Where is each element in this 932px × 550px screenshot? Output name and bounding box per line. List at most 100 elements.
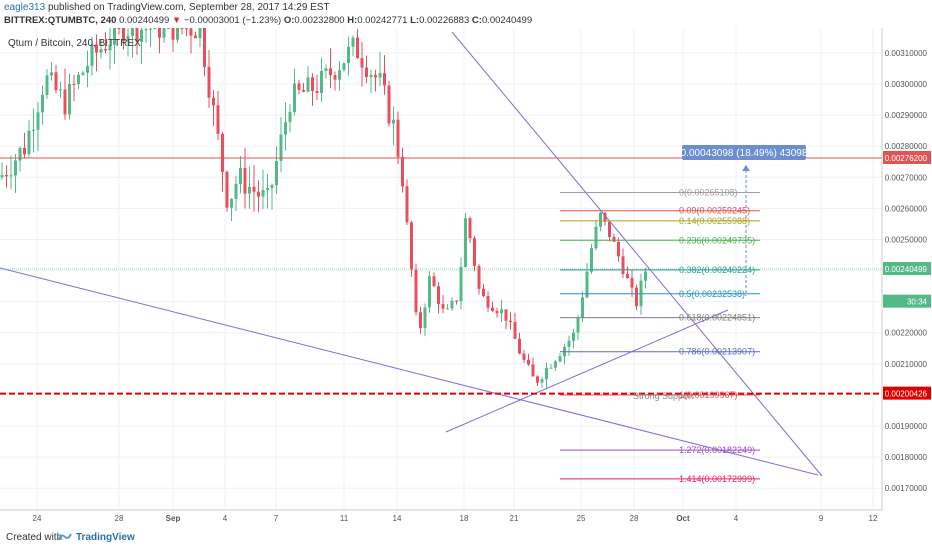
candle-body — [630, 278, 634, 288]
measure-label-box — [682, 145, 806, 160]
candle-body — [144, 29, 148, 31]
candle-body — [558, 356, 562, 362]
price-label: 0.00240499 — [885, 265, 928, 274]
candle-body — [401, 156, 404, 187]
candle-body — [410, 222, 413, 270]
low-value: 0.00226883 — [419, 15, 470, 26]
time-tick-label: 28 — [630, 514, 639, 523]
price-tick-label: 0.00210000 — [885, 360, 928, 369]
author-name[interactable]: eagle313 — [4, 2, 46, 13]
price-tick-label: 0.00270000 — [885, 173, 928, 182]
candle-body — [203, 28, 206, 67]
chart-symbol-title: Qtum / Bitcoin, 240, BITTREX — [8, 38, 141, 49]
time-axis[interactable]: 24 28 Sep 4 7 11 14 18 21 25 28 Oct 4 9 12 — [33, 514, 878, 523]
candle-body — [171, 28, 175, 40]
time-tick-label: 4 — [223, 514, 228, 523]
footer: Created with TradingView — [0, 526, 932, 550]
candle-body — [167, 28, 170, 29]
high-value: 0.00242771 — [357, 15, 408, 26]
price-tick-label: 0.00220000 — [885, 329, 928, 338]
candle-body — [590, 248, 593, 272]
candle-body — [315, 90, 319, 94]
candle-body — [270, 185, 274, 189]
tradingview-brand[interactable]: TradingView — [76, 532, 135, 543]
fib-level-label: 1(0.00199967) — [679, 390, 738, 400]
fib-level-label: 0.786(0.00213907) — [679, 347, 755, 357]
candle-body — [635, 287, 638, 307]
candle-body — [513, 322, 517, 339]
candle-body — [383, 73, 386, 86]
candle-body — [644, 271, 647, 281]
candle-body — [243, 167, 247, 194]
candle-body — [621, 256, 625, 274]
publish-line: eagle313 published on TradingView.com, S… — [4, 2, 330, 13]
candle-body — [140, 29, 143, 42]
candle-body — [41, 95, 44, 113]
price-axis-labels: 0.00276200 0.00240499 30:34 0.00200426 — [883, 150, 931, 400]
candle-body — [477, 266, 481, 289]
time-tick-label: 7 — [274, 514, 279, 523]
candle-body — [9, 175, 13, 177]
price-chart[interactable]: 0(0.00265108) 0.09(0.00259245)0.14(0.0025… — [0, 28, 932, 526]
ohlc-line: BITTREX:QTUMBTC, 240 0.00240499 ▼ −0.000… — [4, 15, 532, 26]
candle-body — [518, 338, 521, 354]
candle-body — [554, 361, 557, 368]
time-tick-label: 25 — [577, 514, 586, 523]
candle-body — [45, 75, 49, 96]
lower-trendline[interactable] — [0, 267, 819, 476]
candle-body — [32, 129, 35, 131]
candle-body — [86, 65, 89, 73]
price-label: 0.00276200 — [885, 154, 928, 163]
candle-body — [36, 112, 40, 130]
measure-arrow-icon — [742, 165, 750, 171]
price-label-box — [883, 386, 931, 400]
time-tick-label: 28 — [115, 514, 124, 523]
tradingview-logo-icon — [58, 533, 72, 541]
candle-body — [423, 307, 427, 329]
candle-body — [311, 77, 314, 91]
candle-body — [338, 70, 341, 80]
chart-header: eagle313 published on TradingView.com, S… — [0, 0, 932, 28]
candle-body — [90, 44, 94, 66]
candle-body — [266, 188, 269, 190]
candle-body — [252, 186, 256, 192]
candle-body — [428, 276, 431, 308]
price-tick-label: 0.00180000 — [885, 453, 928, 462]
candle-body — [374, 74, 377, 78]
candle-body — [585, 271, 589, 298]
candle-body — [540, 379, 544, 383]
fibonacci-retracement[interactable]: 0(0.00265108) 0.09(0.00259245)0.14(0.0025… — [560, 187, 760, 484]
candle-body — [207, 66, 211, 98]
candle-body — [342, 63, 346, 71]
candle-body — [126, 35, 130, 42]
candle-body — [248, 186, 251, 194]
low-label: L: — [410, 15, 420, 26]
candle-body — [617, 241, 620, 257]
candle-body — [230, 198, 233, 208]
candle-body — [158, 28, 161, 38]
candle-body — [221, 133, 224, 172]
candle-body — [594, 226, 598, 249]
candle-body — [549, 367, 553, 369]
published-text: published on TradingView.com, September … — [47, 2, 330, 13]
fib-level-label: 0.14(0.00255988) — [679, 216, 750, 226]
rising-support-trendline[interactable] — [445, 309, 729, 433]
time-tick-label: 9 — [819, 514, 824, 523]
time-tick-label: 18 — [460, 514, 469, 523]
candlestick-series — [0, 28, 647, 389]
candle-body — [522, 353, 526, 360]
open-label: O: — [283, 15, 295, 26]
candle-body — [239, 167, 242, 184]
candle-body — [99, 49, 103, 53]
candle-body — [153, 28, 157, 29]
candle-body — [288, 112, 292, 123]
fib-level-label: 0.382(0.00240224) — [679, 265, 755, 275]
candle-body — [387, 85, 391, 124]
strong-support-label: Strong Support — [633, 391, 694, 401]
candle-body — [54, 72, 58, 91]
candle-body — [14, 160, 17, 176]
candle-body — [135, 28, 139, 42]
upper-trendline[interactable] — [451, 31, 823, 477]
candle-body — [0, 175, 4, 178]
fib-level-label: 0.236(0.00249735) — [679, 235, 755, 245]
